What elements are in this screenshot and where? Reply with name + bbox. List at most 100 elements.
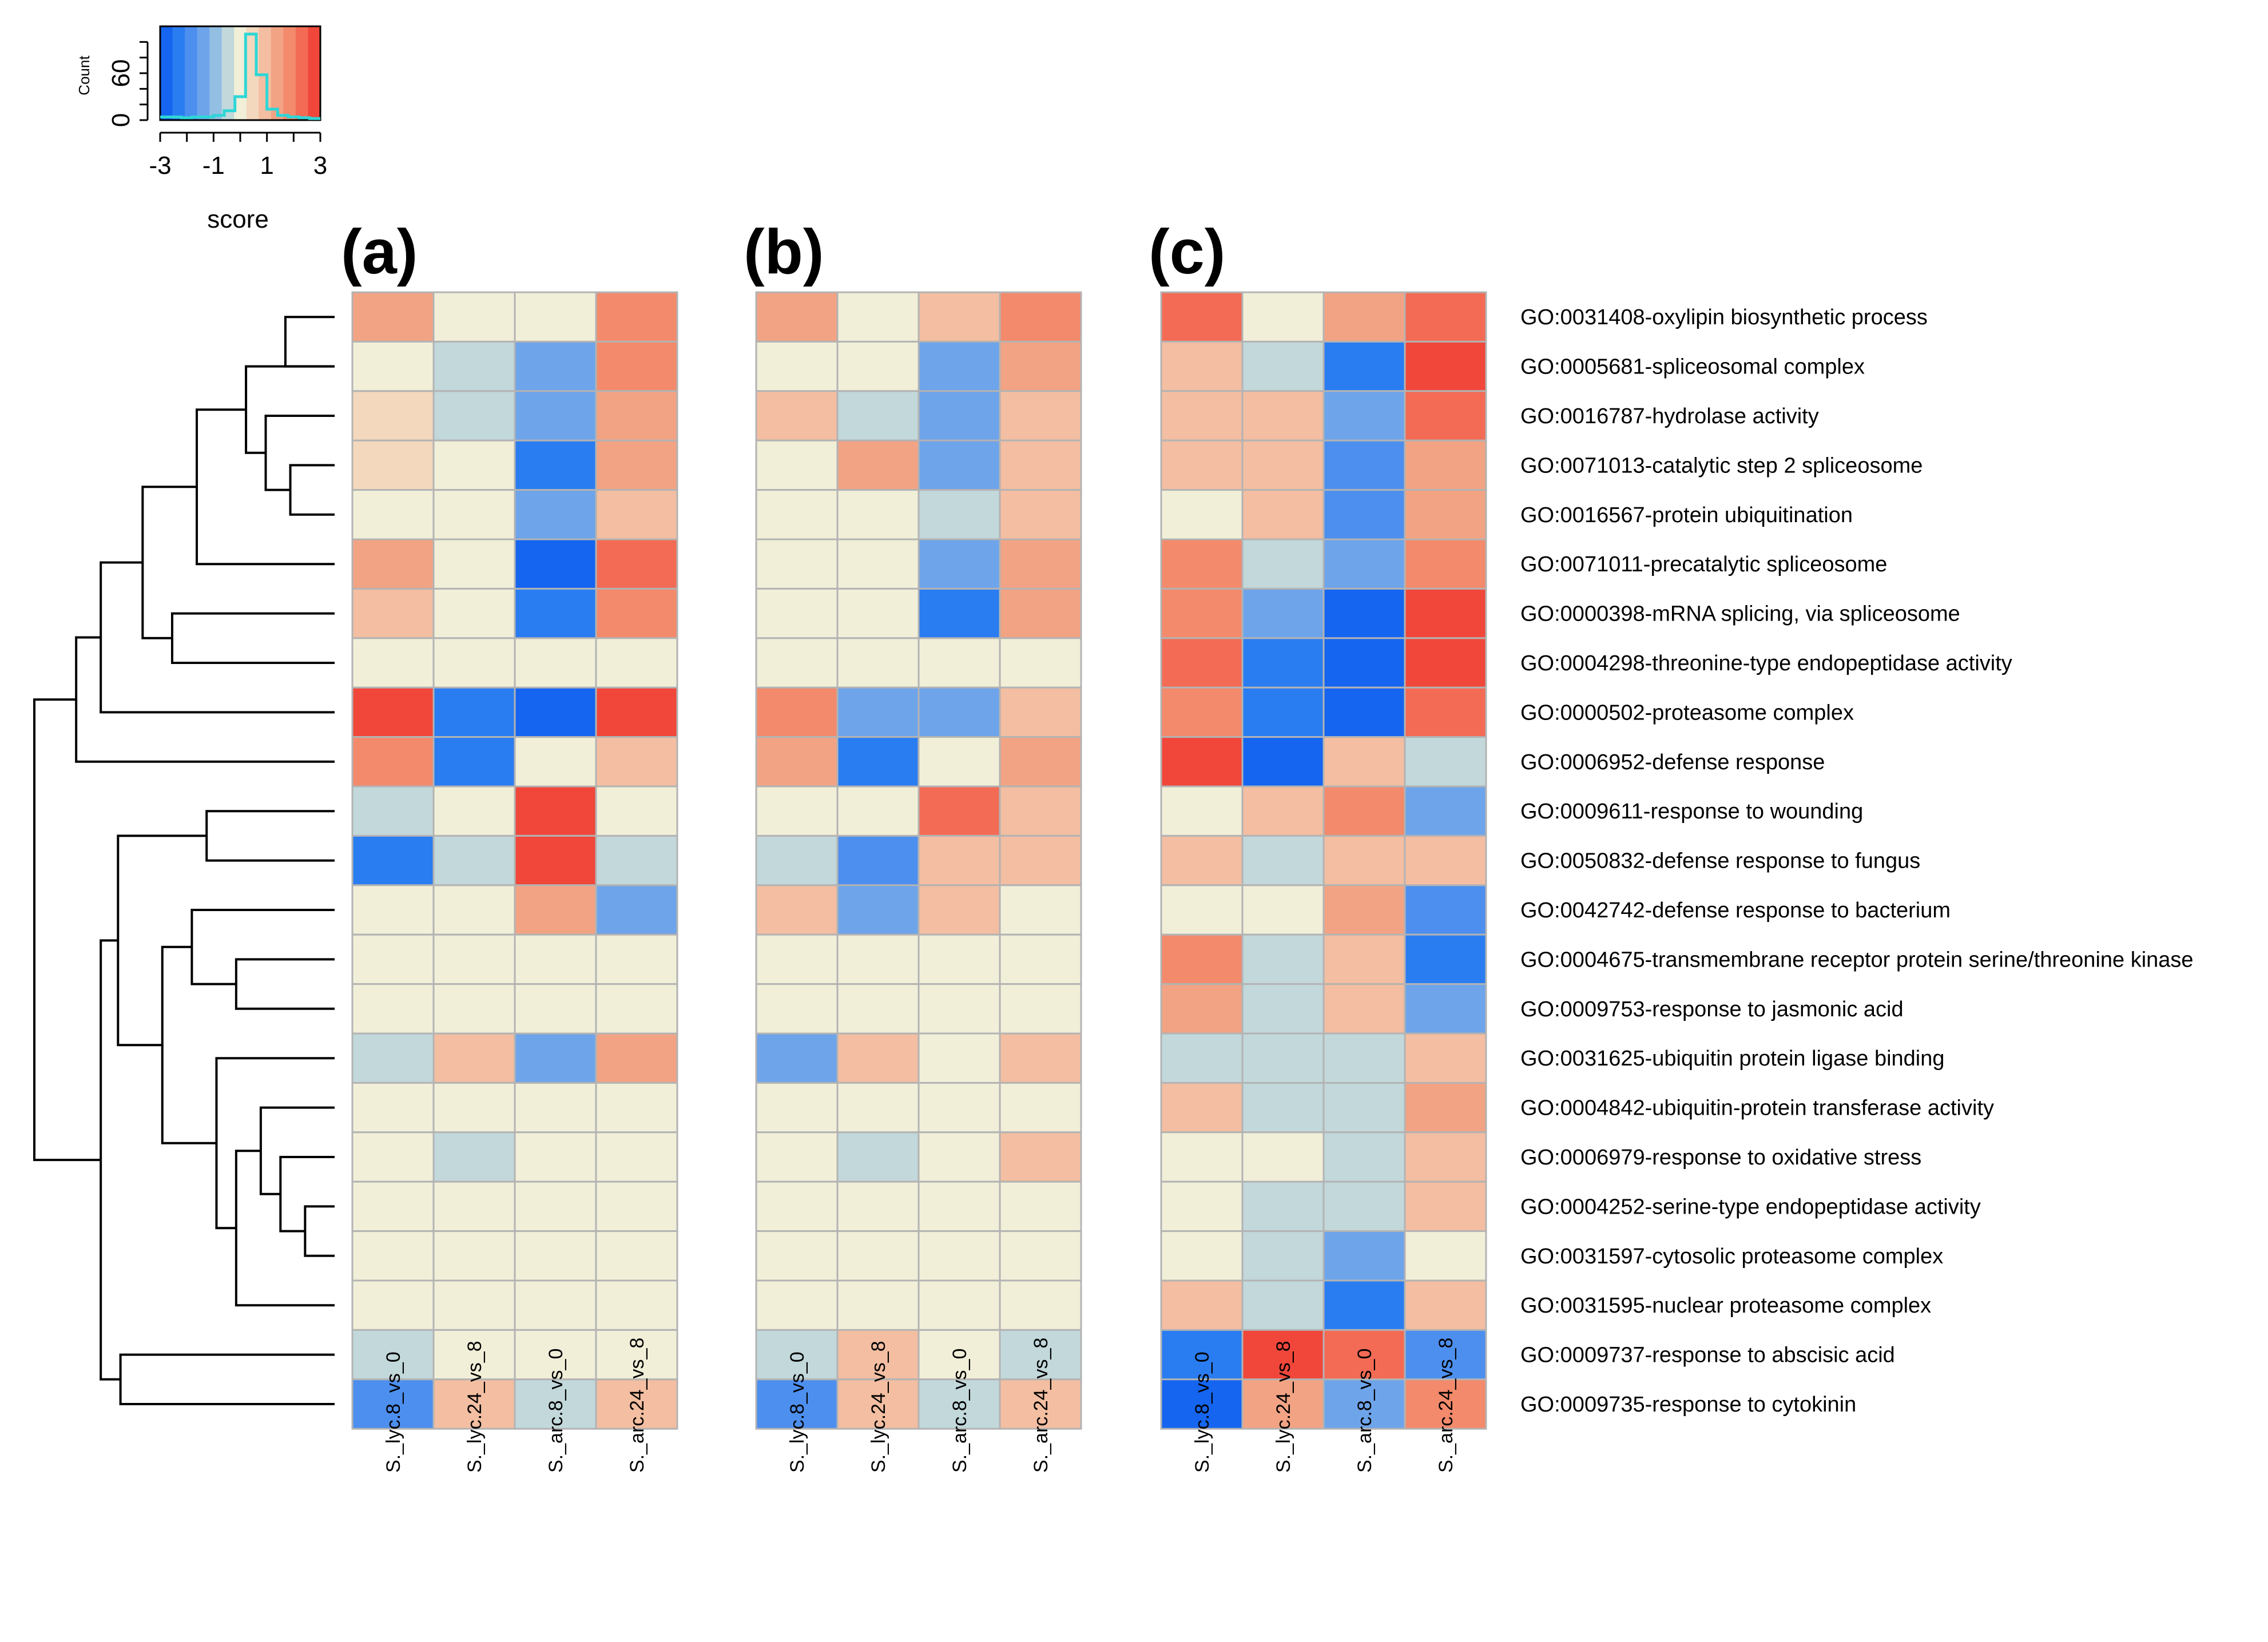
- heatmap-cell: [1404, 736, 1487, 788]
- heatmap-cell: [1160, 834, 1244, 886]
- heatmap-cell: [999, 637, 1082, 689]
- row-label: GO:0004842-ubiquitin-protein transferase…: [1520, 1096, 1994, 1120]
- heatmap-cell: [1404, 933, 1487, 985]
- heatmap-cell: [1404, 489, 1487, 540]
- heatmap-cell: [351, 1032, 435, 1084]
- heatmap-cell: [514, 489, 597, 540]
- heatmap-cell: [351, 736, 435, 788]
- heatmap-cell: [432, 884, 516, 936]
- heatmap-cell: [999, 1131, 1082, 1183]
- heatmap-cell: [836, 933, 920, 985]
- heatmap-cell: [999, 785, 1082, 837]
- heatmap-cell: [755, 340, 839, 392]
- heatmap-cell: [1404, 1230, 1487, 1282]
- dendrogram-link: [235, 958, 335, 1010]
- heatmap-cell: [836, 587, 920, 639]
- dendrogram-link: [304, 1205, 335, 1257]
- heatmap-cell: [1404, 686, 1487, 738]
- heatmap-cell: [917, 983, 1001, 1035]
- heatmap-cell: [1322, 1329, 1406, 1381]
- heatmap-cell: [514, 686, 597, 738]
- heatmap-cell: [351, 489, 435, 540]
- heatmap-cell: [1404, 983, 1487, 1035]
- row-label: GO:0042742-defense response to bacterium: [1520, 898, 1951, 923]
- heatmap-cell: [1160, 538, 1244, 590]
- heatmap-cell: [917, 834, 1001, 886]
- heatmap-cell: [432, 1082, 516, 1134]
- heatmap-cell: [351, 1180, 435, 1233]
- heatmap-cell: [1404, 1378, 1487, 1430]
- heatmap-cell: [755, 291, 839, 343]
- heatmap-cell: [351, 785, 435, 837]
- heatmap-cell: [999, 390, 1082, 442]
- heatmap-cell: [1322, 538, 1406, 590]
- heatmap-cell: [917, 538, 1001, 590]
- heatmap-cell: [1241, 1230, 1325, 1282]
- heatmap-cell: [755, 1082, 839, 1134]
- row-label: GO:0006952-defense response: [1520, 750, 1825, 774]
- heatmap-cell: [595, 1032, 678, 1084]
- dendrogram-link: [205, 810, 335, 862]
- heatmap-cell: [917, 489, 1001, 540]
- heatmap-cell: [999, 884, 1082, 936]
- heatmap-cell: [999, 489, 1082, 540]
- row-label: GO:0031408-oxylipin biosynthetic process: [1520, 305, 1928, 329]
- heatmap-cell: [1160, 1230, 1244, 1282]
- row-label: GO:0000502-proteasome complex: [1520, 701, 1854, 725]
- color-key-tick-label: -1: [202, 152, 225, 180]
- heatmap-cell: [999, 1082, 1082, 1134]
- heatmap-cell: [1160, 785, 1244, 837]
- heatmap-cell: [755, 1131, 839, 1183]
- heatmap-cell: [1322, 736, 1406, 788]
- heatmap-cell: [351, 884, 435, 936]
- heatmap-cell: [514, 884, 597, 936]
- heatmap-cell: [755, 439, 839, 491]
- heatmap-cell: [1404, 1032, 1487, 1084]
- heatmap-cell: [514, 439, 597, 491]
- heatmap-cell: [351, 439, 435, 491]
- heatmap-cell: [595, 884, 678, 936]
- heatmap-cell: [432, 538, 516, 590]
- dendrogram-link: [245, 365, 335, 454]
- heatmap-cell: [1241, 785, 1325, 837]
- heatmap-cell: [1322, 340, 1406, 392]
- heatmap-cell: [999, 1230, 1082, 1282]
- heatmap-cell: [755, 538, 839, 590]
- heatmap-cell: [836, 1230, 920, 1282]
- row-label: GO:0000398-mRNA splicing, via spliceosom…: [1520, 602, 1960, 626]
- heatmap-cell: [514, 983, 597, 1035]
- heatmap-cell: [1322, 291, 1406, 343]
- heatmap-cell: [999, 1378, 1082, 1430]
- heatmap-cell: [999, 983, 1082, 1035]
- heatmap-cell: [1241, 1082, 1325, 1134]
- heatmap-cell: [1160, 884, 1244, 936]
- heatmap-cell: [755, 1230, 839, 1282]
- heatmap-cell: [514, 736, 597, 788]
- heatmap-cell: [351, 1279, 435, 1331]
- heatmap-cell: [755, 834, 839, 886]
- heatmap-cell: [1322, 587, 1406, 639]
- heatmap-cell: [514, 340, 597, 392]
- heatmap-cell: [432, 834, 516, 886]
- heatmap-cell: [595, 390, 678, 442]
- heatmap-cell: [432, 1378, 516, 1430]
- heatmap-cell: [1160, 736, 1244, 788]
- heatmap-cell: [1404, 884, 1487, 936]
- heatmap-cell: [836, 340, 920, 392]
- heatmap-cell: [432, 785, 516, 837]
- color-key-swatch: [283, 26, 296, 120]
- heatmap-cell: [351, 390, 435, 442]
- heatmap-cell: [755, 390, 839, 442]
- dendrogram-link: [190, 909, 335, 985]
- heatmap-cell: [1404, 1329, 1487, 1381]
- column-label: S._lyc.8_vs_0: [1191, 1351, 1213, 1473]
- color-key-swatch: [160, 26, 173, 120]
- color-key-histogram: [160, 33, 320, 120]
- heatmap-cell: [595, 834, 678, 886]
- color-key-swatch: [172, 26, 185, 120]
- heatmap-cell: [1322, 1032, 1406, 1084]
- heatmap-cell: [1404, 538, 1487, 590]
- heatmap-cell: [514, 1131, 597, 1183]
- heatmap-cell: [514, 834, 597, 886]
- color-key-xlabel: score: [207, 205, 269, 233]
